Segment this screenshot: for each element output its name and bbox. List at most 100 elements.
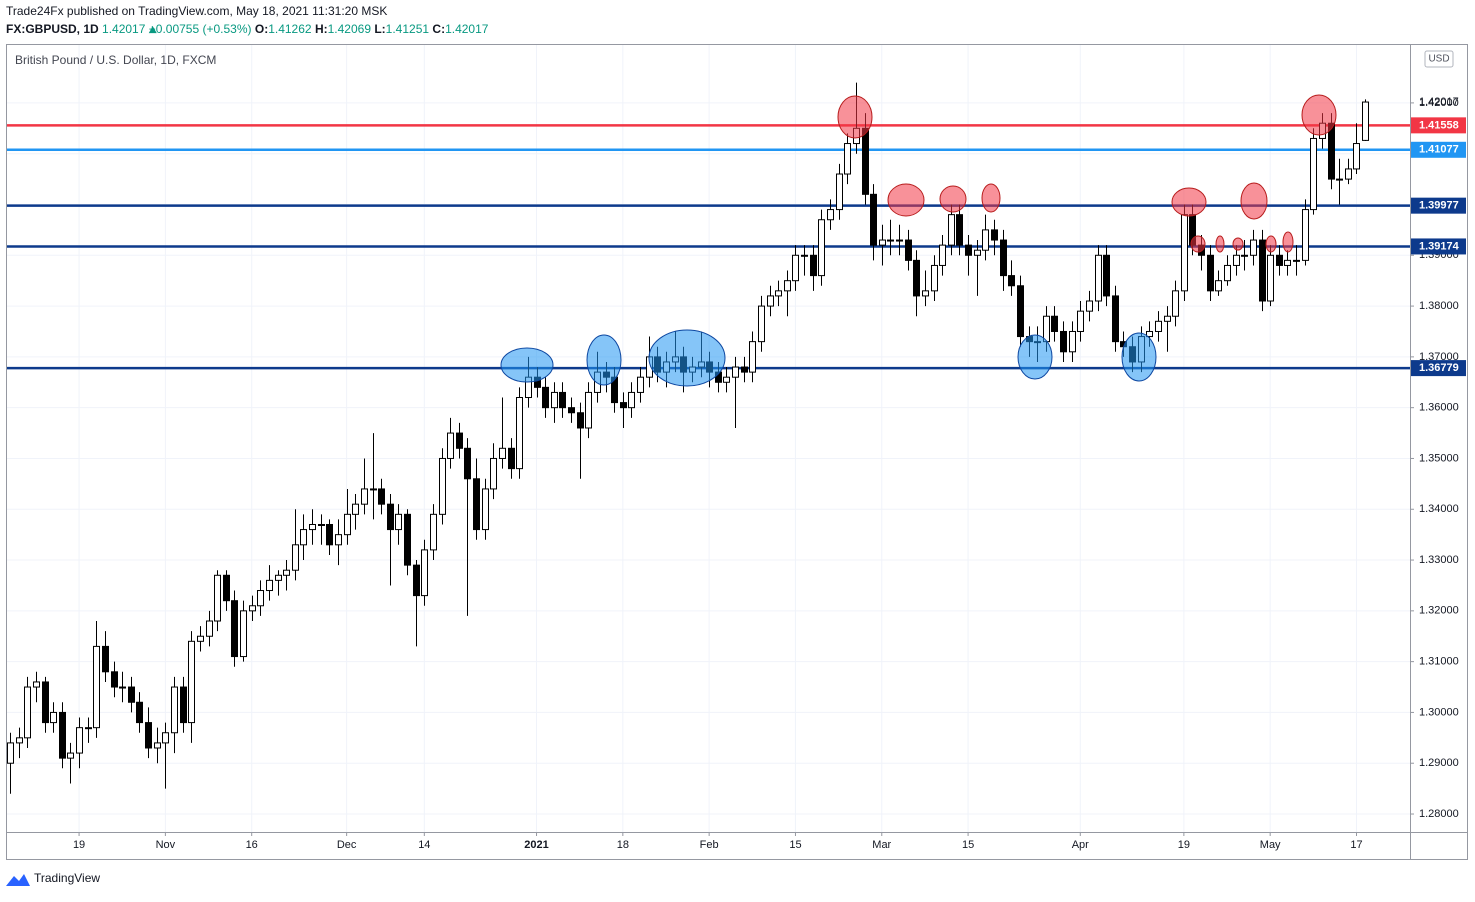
candle-body bbox=[568, 407, 575, 414]
candle-body bbox=[1293, 259, 1300, 262]
candle-body bbox=[395, 513, 402, 531]
y-tick-label: 1.34000 bbox=[1419, 503, 1459, 515]
y-tick-label: 1.28000 bbox=[1419, 808, 1459, 820]
candle-body bbox=[585, 391, 592, 429]
candle-body bbox=[59, 711, 66, 759]
candle-body bbox=[292, 544, 299, 571]
candle-body bbox=[85, 727, 92, 730]
resistance-touch bbox=[1171, 187, 1207, 217]
resistance-touch bbox=[1215, 235, 1225, 253]
candle-body bbox=[577, 412, 584, 429]
candle-body bbox=[844, 143, 851, 175]
x-tick-label: 16 bbox=[246, 839, 258, 851]
y-tick-label: 1.30000 bbox=[1419, 706, 1459, 718]
candle-body bbox=[326, 523, 333, 546]
candle-body bbox=[300, 529, 307, 546]
candle-body bbox=[939, 244, 946, 266]
level-label: 1.41077 bbox=[1419, 144, 1459, 156]
x-tick-label: 2021 bbox=[524, 839, 548, 851]
candle-body bbox=[206, 620, 213, 637]
candle-body bbox=[559, 391, 566, 409]
candle-body bbox=[1146, 330, 1153, 338]
y-tick-label: 1.35000 bbox=[1419, 452, 1459, 464]
candle-body bbox=[1224, 264, 1231, 282]
ohlc-label: C: bbox=[432, 22, 445, 36]
candle-body bbox=[335, 534, 342, 546]
candle-body bbox=[1069, 330, 1076, 353]
candle-body bbox=[1155, 320, 1162, 332]
candle-body bbox=[948, 214, 955, 246]
published-line: Trade24Fx published on TradingView.com, … bbox=[6, 4, 387, 18]
candle-body bbox=[456, 432, 463, 449]
candle-body bbox=[1259, 239, 1266, 302]
level-label-box bbox=[1411, 238, 1466, 255]
candle-body bbox=[266, 579, 273, 592]
x-tick-label: 19 bbox=[1178, 839, 1190, 851]
ohlc-value: 1.42069 bbox=[328, 22, 372, 36]
y-tick-label: 1.38000 bbox=[1419, 300, 1459, 312]
candle-body bbox=[956, 214, 963, 246]
candle-body bbox=[887, 239, 894, 242]
support-touch bbox=[1121, 332, 1157, 382]
candle-body bbox=[1000, 239, 1007, 277]
candle-body bbox=[33, 681, 40, 688]
candle-body bbox=[749, 341, 756, 373]
candle-body bbox=[344, 513, 351, 536]
level-label: 1.41558 bbox=[1419, 119, 1459, 131]
candle-body bbox=[421, 549, 428, 597]
candle-body bbox=[1086, 300, 1093, 312]
candle-body bbox=[171, 686, 178, 734]
y-tick-label: 1.36000 bbox=[1419, 402, 1459, 414]
resistance-touch bbox=[1301, 94, 1337, 136]
candle-body bbox=[404, 513, 411, 566]
candle-body bbox=[732, 366, 739, 378]
candle-body bbox=[991, 229, 998, 241]
candle-body bbox=[16, 737, 23, 744]
change: +0.00755 (+0.53%) bbox=[149, 22, 252, 36]
x-tick-label: 15 bbox=[789, 839, 801, 851]
x-tick-label: Feb bbox=[700, 839, 719, 851]
candle-body bbox=[249, 605, 256, 612]
ohlc-label: O: bbox=[255, 22, 268, 36]
candle-body bbox=[1207, 254, 1214, 292]
resistance-touch bbox=[1190, 235, 1206, 253]
candle-body bbox=[792, 254, 799, 282]
candle-body bbox=[67, 752, 74, 759]
candle-body bbox=[1181, 214, 1188, 292]
level-label-box bbox=[1411, 117, 1466, 134]
chart-frame bbox=[6, 44, 1468, 860]
annotations bbox=[837, 94, 1337, 253]
candle-body bbox=[136, 701, 143, 724]
candle-body bbox=[76, 727, 83, 754]
x-tick-label: 19 bbox=[73, 839, 85, 851]
candle-body bbox=[741, 366, 748, 373]
level-label: 1.36779 bbox=[1419, 362, 1459, 374]
spacer bbox=[0, 45, 1, 46]
support-touch bbox=[1017, 334, 1053, 380]
candle-body bbox=[1051, 315, 1058, 332]
brand: TradingView bbox=[34, 871, 100, 885]
annotations bbox=[500, 329, 1157, 387]
candle-body bbox=[1095, 254, 1102, 302]
candle-body bbox=[464, 447, 471, 480]
ohlc-label: L: bbox=[374, 22, 385, 36]
up-arrow bbox=[148, 26, 157, 34]
y-tick-label: 1.31000 bbox=[1419, 656, 1459, 668]
candle-body bbox=[1362, 101, 1369, 141]
currency-box bbox=[1424, 50, 1454, 68]
candle-body bbox=[378, 488, 385, 505]
candle-body bbox=[387, 503, 394, 531]
y-tick-label: 1.33000 bbox=[1419, 554, 1459, 566]
level-label-box bbox=[1411, 141, 1466, 158]
x-tick-label: 18 bbox=[617, 839, 629, 851]
resistance-touch bbox=[1240, 182, 1268, 220]
resistance-touch bbox=[887, 183, 925, 217]
support-touch bbox=[586, 334, 622, 386]
candle-body bbox=[42, 681, 49, 724]
level-label: 1.39174 bbox=[1419, 240, 1460, 252]
candle-body bbox=[758, 305, 765, 343]
candle-body bbox=[1112, 295, 1119, 343]
candle-body bbox=[24, 686, 31, 739]
candle-body bbox=[1336, 178, 1343, 181]
candle-body bbox=[439, 457, 446, 515]
